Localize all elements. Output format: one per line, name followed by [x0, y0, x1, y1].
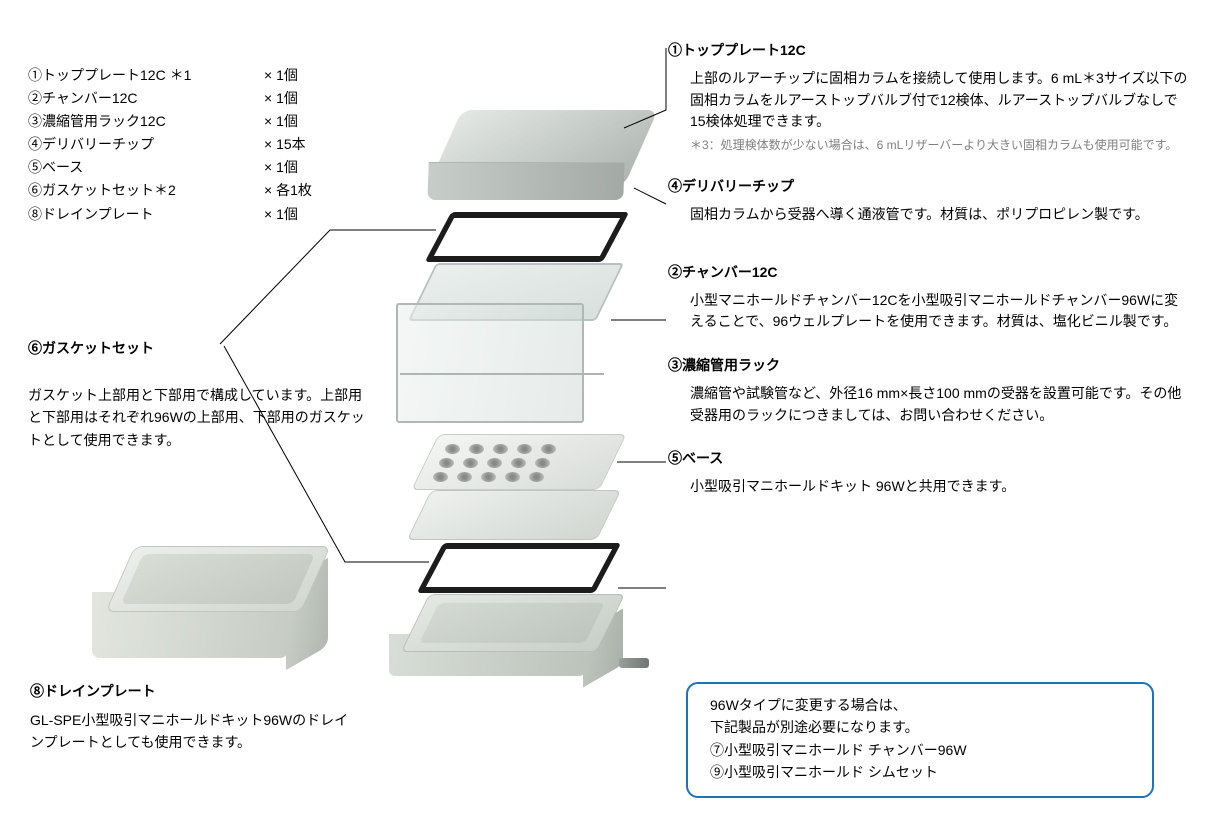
base-body: 小型吸引マニホールドキット 96Wと共用できます。 — [668, 476, 1188, 498]
parts-row: ⑧ドレインプレート× 1個 — [28, 203, 312, 226]
delivery-title: ④デリバリーチップ — [668, 176, 1188, 196]
part-name: ⑥ガスケットセット＊2 — [28, 179, 264, 202]
parts-row: ⑥ガスケットセット＊2× 各1枚 — [28, 179, 312, 202]
part-name: ④デリバリーチップ — [28, 133, 264, 156]
parts-row: ④デリバリーチップ× 15本 — [28, 133, 312, 156]
gasket-section: ⑥ガスケットセット ガスケット上部用と下部用で構成しています。上部用と下部用はそ… — [28, 338, 368, 451]
chamber-title: ②チャンバー12C — [668, 262, 1188, 282]
part-name: ③濃縮管用ラック12C — [28, 110, 264, 133]
callout-line: 下記製品が別途必要になります。 — [710, 716, 1130, 738]
drain-body: GL-SPE小型吸引マニホールドキット96Wのドレインプレートとしても使用できま… — [30, 709, 360, 754]
part-rack — [405, 434, 615, 542]
part-name: ⑤ベース — [28, 156, 264, 179]
parts-row: ①トッププレート12C ＊1× 1個 — [28, 64, 312, 87]
delivery-body: 固相カラムから受器へ導く通液管です。材質は、ポリプロピレン製です。 — [668, 204, 1188, 226]
rack-body: 濃縮管や試験管など、外径16 mm×長さ100 mmの受器を設置可能です。その他… — [668, 383, 1188, 426]
base-title: ⑤ベース — [668, 448, 1188, 468]
part-base — [395, 594, 627, 678]
part-name: ②チャンバー12C — [28, 87, 264, 110]
part-qty: × 各1枚 — [264, 179, 312, 202]
part-name: ⑧ドレインプレート — [28, 203, 264, 226]
part-qty: × 1個 — [264, 203, 298, 226]
right-sections: ①トッププレート12C 上部のルアーチップに固相カラムを接続して使用します。6 … — [668, 40, 1188, 520]
gasket-title: ⑥ガスケットセット — [28, 338, 368, 358]
callout-line: ⑨小型吸引マニホールド シムセット — [710, 761, 1130, 783]
delivery-block: ④デリバリーチップ 固相カラムから受器へ導く通液管です。材質は、ポリプロピレン製… — [668, 176, 1188, 226]
base-block: ⑤ベース 小型吸引マニホールドキット 96Wと共用できます。 — [668, 448, 1188, 498]
part-name: ①トッププレート12C ＊1 — [28, 64, 264, 87]
topplate-title: ①トッププレート12C — [668, 40, 1188, 60]
parts-row: ②チャンバー12C× 1個 — [28, 87, 312, 110]
rack-block: ③濃縮管用ラック 濃縮管や試験管など、外径16 mm×長さ100 mmの受器を設… — [668, 355, 1188, 426]
part-qty: × 1個 — [264, 64, 298, 87]
parts-list: ①トッププレート12C ＊1× 1個 ②チャンバー12C× 1個 ③濃縮管用ラッ… — [28, 64, 312, 226]
part-qty: × 1個 — [264, 156, 298, 179]
chamber-block: ②チャンバー12C 小型マニホールドチャンバー12Cを小型吸引マニホールドチャン… — [668, 262, 1188, 333]
topplate-body: 上部のルアーチップに固相カラムを接続して使用します。6 mL＊3サイズ以下の固相… — [668, 68, 1188, 133]
callout-line: ⑦小型吸引マニホールド チャンバー96W — [710, 739, 1130, 761]
parts-row: ⑤ベース× 1個 — [28, 156, 312, 179]
part-qty: × 1個 — [264, 87, 298, 110]
rack-title: ③濃縮管用ラック — [668, 355, 1188, 375]
part-qty: × 15本 — [264, 133, 306, 156]
topplate-foot: ＊3：処理検体数が少ない場合は、6 mLリザーバーより大きい固相カラムも使用可能… — [668, 137, 1188, 154]
callout-line: 96Wタイプに変更する場合は、 — [710, 694, 1130, 716]
chamber-body: 小型マニホールドチャンバー12Cを小型吸引マニホールドチャンバー96Wに変えるこ… — [668, 290, 1188, 333]
part-drain-plate — [98, 546, 316, 664]
topplate-block: ①トッププレート12C 上部のルアーチップに固相カラムを接続して使用します。6 … — [668, 40, 1188, 154]
drain-section: ⑧ドレインプレート GL-SPE小型吸引マニホールドキット96Wのドレインプレー… — [30, 681, 360, 754]
part-gasket-upper — [425, 212, 630, 262]
gasket-body: ガスケット上部用と下部用で構成しています。上部用と下部用はそれぞれ96Wの上部用… — [28, 384, 368, 451]
drain-title: ⑧ドレインプレート — [30, 681, 360, 701]
part-chamber — [400, 263, 610, 427]
part-gasket-lower — [417, 543, 622, 593]
parts-row: ③濃縮管用ラック12C× 1個 — [28, 110, 312, 133]
part-top-plate — [445, 110, 641, 200]
callout-box: 96Wタイプに変更する場合は、 下記製品が別途必要になります。 ⑦小型吸引マニホ… — [686, 682, 1154, 798]
part-qty: × 1個 — [264, 110, 298, 133]
